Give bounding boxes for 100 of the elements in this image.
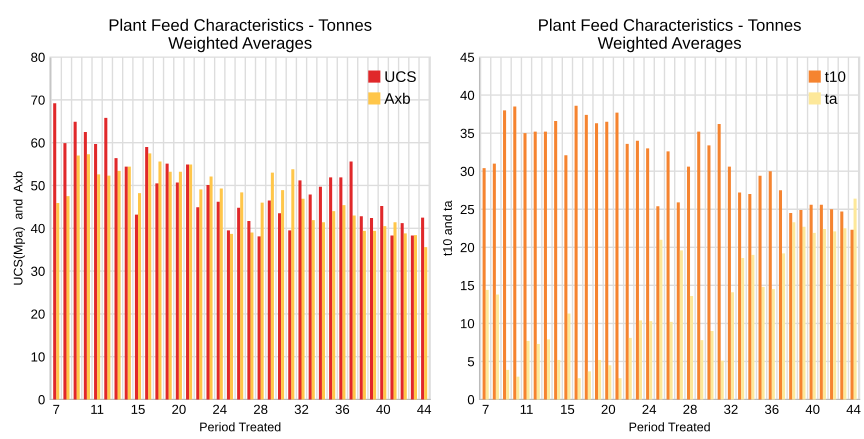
bar	[686, 166, 690, 400]
x-tick-label: 20	[172, 404, 186, 414]
bar	[820, 204, 823, 400]
bar	[608, 365, 612, 400]
bar	[63, 143, 66, 400]
bar	[730, 292, 734, 400]
bar	[250, 232, 254, 400]
bar	[247, 221, 250, 400]
legend-label: UCS	[385, 71, 416, 82]
y-tick-label: 45	[460, 52, 474, 62]
bar	[768, 171, 772, 400]
bar	[155, 183, 158, 400]
bar	[748, 194, 752, 400]
bar	[210, 176, 213, 400]
y-tick-label: 15	[460, 281, 474, 290]
bar	[833, 231, 836, 400]
bar	[843, 228, 846, 400]
bar	[53, 103, 56, 400]
bar	[410, 236, 414, 400]
bar	[166, 164, 169, 400]
bar	[772, 289, 775, 400]
legend-label: ta	[824, 94, 838, 104]
x-tick-label: 28	[254, 404, 268, 414]
bar	[124, 166, 128, 400]
y-tick-label: 0	[38, 395, 45, 404]
x-tick-label: 24	[642, 404, 656, 414]
x-axis-title: Period Treated	[200, 422, 280, 432]
bar	[670, 322, 673, 400]
y-tick-label: 40	[460, 90, 474, 100]
x-tick-label: 36	[336, 404, 350, 414]
bar	[158, 162, 162, 400]
bar	[526, 340, 530, 400]
bar	[393, 222, 397, 400]
bar	[789, 213, 792, 400]
bar	[145, 146, 148, 400]
bar	[318, 186, 322, 400]
y-tick-label: 30	[31, 266, 45, 276]
bar	[710, 331, 714, 400]
bar	[270, 172, 274, 400]
bar	[178, 172, 182, 400]
bar	[258, 236, 261, 400]
y-tick-label: 0	[468, 395, 474, 404]
y-tick-label: 70	[31, 95, 45, 105]
bar	[618, 378, 622, 400]
bar	[94, 144, 98, 400]
y-tick-label: 20	[31, 309, 45, 319]
bar	[751, 254, 754, 400]
bar	[666, 151, 670, 400]
bar	[350, 162, 353, 400]
bar	[118, 170, 121, 400]
bar	[308, 194, 312, 400]
bar	[134, 214, 138, 400]
bar	[523, 133, 527, 400]
bar	[741, 258, 744, 400]
bar	[424, 247, 428, 400]
bar	[138, 193, 142, 400]
x-tick-label: 7	[482, 404, 489, 414]
bar	[298, 180, 302, 400]
bar	[534, 132, 537, 400]
bar	[230, 234, 234, 400]
bar	[114, 158, 118, 400]
y-tick-label: 10	[32, 352, 45, 362]
bar	[546, 339, 550, 400]
bar	[240, 192, 244, 400]
bar	[656, 206, 660, 400]
bar	[638, 320, 642, 400]
x-tick-label: 11	[91, 404, 104, 414]
bar	[360, 216, 363, 400]
bar	[128, 166, 131, 400]
bar	[707, 145, 710, 400]
bar	[56, 203, 60, 400]
bar	[649, 321, 652, 400]
bar	[659, 240, 662, 400]
bar	[728, 166, 731, 400]
bar	[199, 189, 202, 400]
bar	[802, 226, 806, 400]
bar	[628, 338, 632, 400]
bar	[680, 250, 683, 400]
bar	[352, 215, 356, 400]
bar	[414, 235, 417, 400]
bar	[281, 190, 284, 400]
bar	[380, 206, 384, 400]
bar	[782, 253, 786, 400]
bar	[486, 290, 489, 400]
x-tick-label: 40	[806, 404, 820, 414]
bar	[738, 192, 742, 400]
bar	[362, 230, 366, 400]
bar	[605, 122, 608, 400]
bar	[850, 230, 854, 400]
chart-title: Plant Feed Characteristics - Tonnes Weighted Averages	[110, 18, 372, 52]
y-tick-label: 20	[460, 242, 474, 252]
bar	[840, 212, 844, 400]
y-tick-label: 80	[31, 52, 45, 62]
bar	[700, 340, 704, 400]
bar	[810, 204, 813, 400]
bar	[74, 122, 77, 400]
x-tick-label: 36	[764, 404, 779, 414]
bar	[778, 190, 782, 400]
bar	[506, 370, 510, 400]
bar	[312, 220, 315, 400]
